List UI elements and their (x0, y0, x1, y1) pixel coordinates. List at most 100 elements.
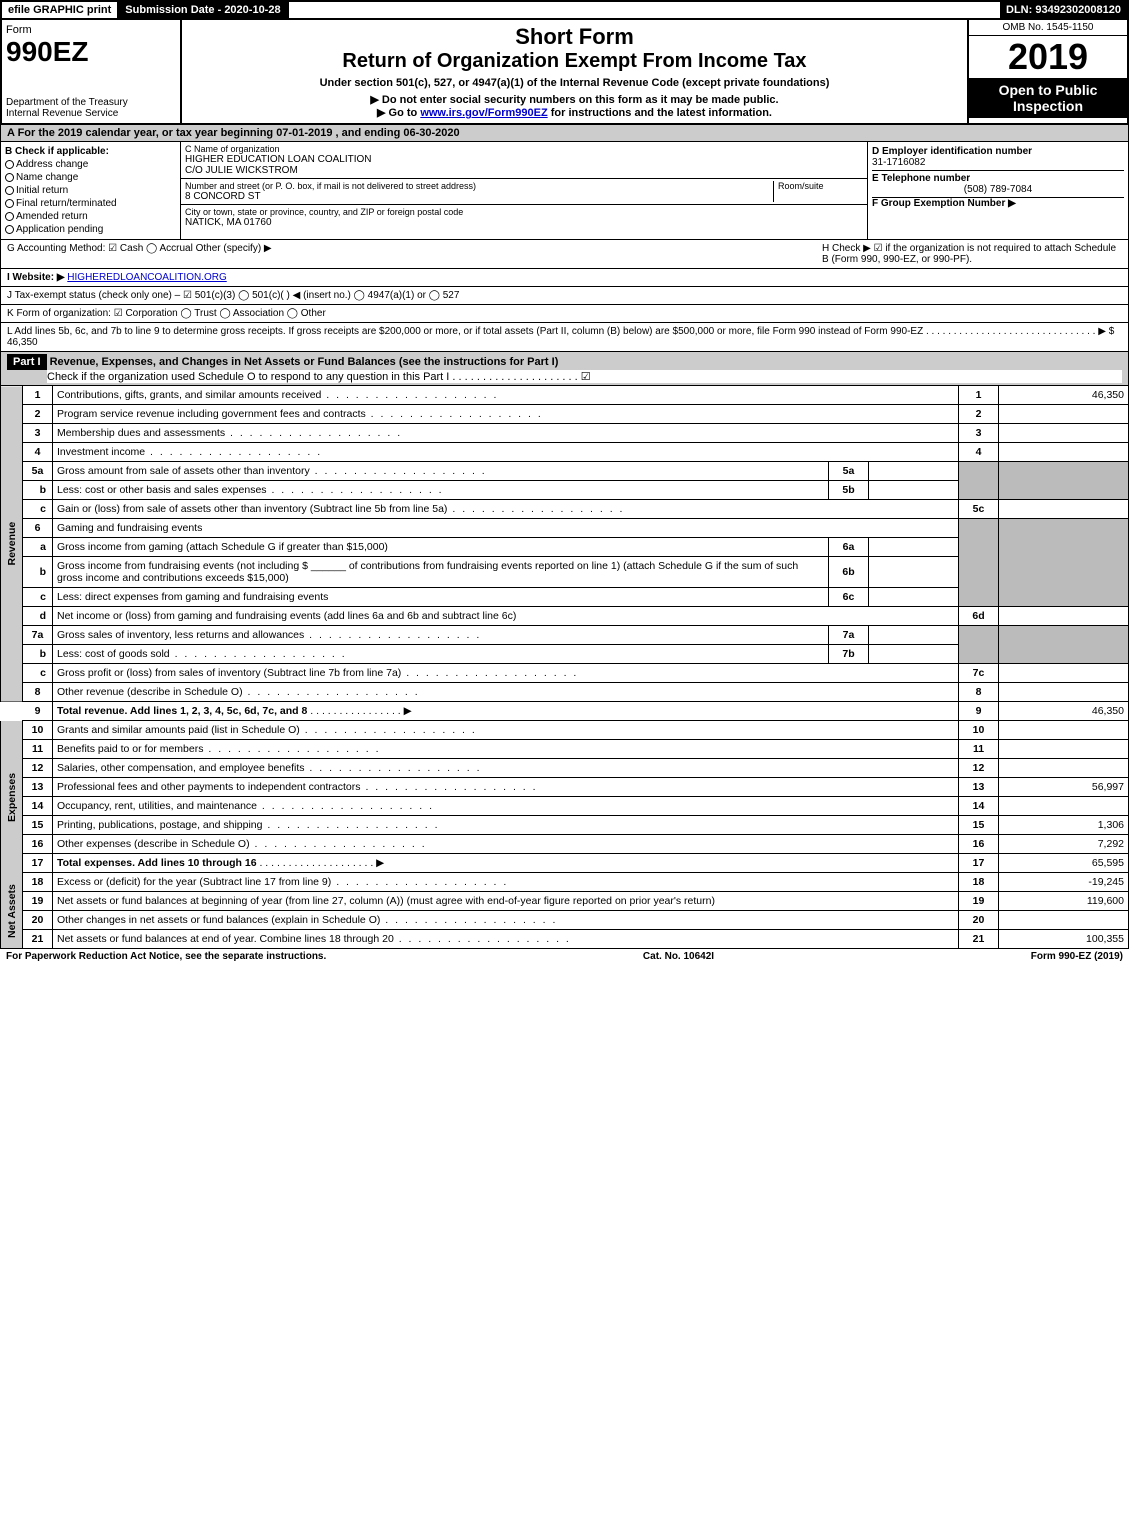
l11-v (999, 740, 1129, 759)
l21-desc: Net assets or fund balances at end of ye… (53, 930, 959, 949)
row-i-website: I Website: ▶ HIGHEREDLOANCOALITION.ORG (0, 269, 1129, 287)
l6c-num: c (23, 588, 53, 607)
submission-date: Submission Date - 2020-10-28 (119, 2, 288, 18)
l4-desc: Investment income (53, 443, 959, 462)
l7b-num: b (23, 645, 53, 664)
irs-link[interactable]: www.irs.gov/Form990EZ (420, 107, 547, 119)
ein-block: D Employer identification number 31-1716… (872, 144, 1124, 171)
l3-desc: Membership dues and assessments (53, 424, 959, 443)
l19-num: 19 (23, 892, 53, 911)
l1-num: 1 (23, 386, 53, 405)
lines-table: Revenue 1 Contributions, gifts, grants, … (0, 386, 1129, 949)
tel-label: E Telephone number (872, 173, 1124, 184)
l15-v: 1,306 (999, 816, 1129, 835)
part-i-header: Part I Revenue, Expenses, and Changes in… (0, 352, 1129, 386)
footer: For Paperwork Reduction Act Notice, see … (0, 949, 1129, 964)
l10-r: 10 (959, 721, 999, 740)
opt-application-pending[interactable]: Application pending (5, 224, 176, 235)
l14-v (999, 797, 1129, 816)
l7c-r: 7c (959, 664, 999, 683)
street-block: Number and street (or P. O. box, if mail… (181, 179, 867, 205)
l10-desc: Grants and similar amounts paid (list in… (53, 721, 959, 740)
sidebar-revenue: Revenue (1, 386, 23, 702)
efile-label[interactable]: efile GRAPHIC print (2, 2, 119, 18)
l16-desc: Other expenses (describe in Schedule O) (53, 835, 959, 854)
note2-pre: ▶ Go to (377, 107, 420, 119)
department-label: Department of the Treasury Internal Reve… (6, 97, 176, 119)
l7a-m: 7a (829, 626, 869, 645)
l15-num: 15 (23, 816, 53, 835)
l7ab-shade (959, 626, 999, 664)
l18-v: -19,245 (999, 873, 1129, 892)
l5c-v (999, 500, 1129, 519)
tax-year: 2019 (969, 36, 1127, 78)
l9-num: 9 (23, 702, 53, 721)
l20-r: 20 (959, 911, 999, 930)
note-link: ▶ Go to www.irs.gov/Form990EZ for instru… (186, 106, 963, 119)
l5ab-shade-v (999, 462, 1129, 500)
l7c-desc: Gross profit or (loss) from sales of inv… (53, 664, 959, 683)
city-value: NATICK, MA 01760 (185, 217, 863, 228)
l2-r: 2 (959, 405, 999, 424)
l6b-mv (869, 557, 959, 588)
l4-v (999, 443, 1129, 462)
opt-name-change[interactable]: Name change (5, 172, 176, 183)
l10-v (999, 721, 1129, 740)
col-b: B Check if applicable: Address change Na… (1, 142, 181, 239)
l6b-m: 6b (829, 557, 869, 588)
part-i-check: Check if the organization used Schedule … (47, 370, 1122, 383)
header-mid: Short Form Return of Organization Exempt… (182, 20, 967, 123)
l17-num: 17 (23, 854, 53, 873)
open-to-public: Open to Public Inspection (969, 78, 1127, 118)
note2-post: for instructions and the latest informat… (548, 107, 772, 119)
title-return: Return of Organization Exempt From Incom… (186, 50, 963, 73)
opt-amended-return[interactable]: Amended return (5, 211, 176, 222)
l20-num: 20 (23, 911, 53, 930)
footer-mid: Cat. No. 10642I (643, 951, 714, 962)
l3-num: 3 (23, 424, 53, 443)
l9-r: 9 (959, 702, 999, 721)
l4-num: 4 (23, 443, 53, 462)
l6a-mv (869, 538, 959, 557)
l6-shade (959, 519, 999, 607)
l8-num: 8 (23, 683, 53, 702)
website-link[interactable]: HIGHEREDLOANCOALITION.ORG (67, 272, 226, 283)
l11-r: 11 (959, 740, 999, 759)
opt-initial-return[interactable]: Initial return (5, 185, 176, 196)
row-j-tax-exempt: J Tax-exempt status (check only one) – ☑… (0, 287, 1129, 305)
city-label: City or town, state or province, country… (185, 207, 863, 217)
l15-r: 15 (959, 816, 999, 835)
l1-desc: Contributions, gifts, grants, and simila… (53, 386, 959, 405)
l13-r: 13 (959, 778, 999, 797)
l17-v: 65,595 (999, 854, 1129, 873)
l13-num: 13 (23, 778, 53, 797)
omb-number: OMB No. 1545-1150 (969, 20, 1127, 36)
org-name: HIGHER EDUCATION LOAN COALITION C/O JULI… (185, 154, 863, 176)
form-label: Form (6, 24, 176, 36)
l9-v: 46,350 (999, 702, 1129, 721)
l21-v: 100,355 (999, 930, 1129, 949)
l7b-mv (869, 645, 959, 664)
l6d-r: 6d (959, 607, 999, 626)
l6d-num: d (23, 607, 53, 626)
footer-right: Form 990-EZ (2019) (1031, 951, 1123, 962)
l7c-v (999, 664, 1129, 683)
l18-desc: Excess or (deficit) for the year (Subtra… (53, 873, 959, 892)
org-name-label: C Name of organization (185, 144, 863, 154)
col-d: D Employer identification number 31-1716… (868, 142, 1128, 239)
opt-final-return[interactable]: Final return/terminated (5, 198, 176, 209)
opt-address-change[interactable]: Address change (5, 159, 176, 170)
footer-left: For Paperwork Reduction Act Notice, see … (6, 951, 326, 962)
l19-desc: Net assets or fund balances at beginning… (53, 892, 959, 911)
l5c-num: c (23, 500, 53, 519)
row-k-form-org: K Form of organization: ☑ Corporation ◯ … (0, 305, 1129, 323)
l15-desc: Printing, publications, postage, and shi… (53, 816, 959, 835)
l5a-num: 5a (23, 462, 53, 481)
l12-desc: Salaries, other compensation, and employ… (53, 759, 959, 778)
l6d-v (999, 607, 1129, 626)
tel-value: (508) 789-7084 (872, 184, 1124, 195)
part-i-title: Revenue, Expenses, and Changes in Net As… (50, 356, 559, 368)
l2-num: 2 (23, 405, 53, 424)
l9-desc: Total revenue. Add lines 1, 2, 3, 4, 5c,… (53, 702, 959, 721)
ein-value: 31-1716082 (872, 157, 1124, 168)
